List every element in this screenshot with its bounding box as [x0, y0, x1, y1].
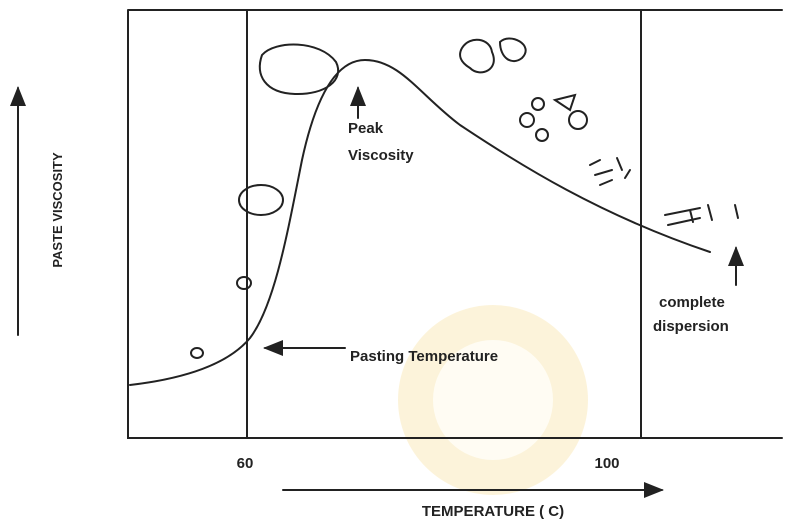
watermark — [398, 305, 588, 495]
x-axis-label: TEMPERATURE ( C) — [422, 503, 564, 520]
annotation: complete — [659, 294, 725, 311]
diagram: PASTE VISCOSITY TEMPERATURE ( C) 60 100 … — [0, 0, 786, 523]
x-tick-label: 60 — [237, 455, 254, 472]
viscosity-curve — [130, 60, 710, 385]
annotation: Viscosity — [348, 147, 414, 164]
annotation: dispersion — [653, 318, 729, 335]
y-axis-label: PASTE VISCOSITY — [50, 152, 65, 268]
x-tick-label: 100 — [594, 455, 619, 472]
annotation: Pasting Temperature — [350, 348, 498, 365]
annotation: Peak — [348, 120, 384, 137]
